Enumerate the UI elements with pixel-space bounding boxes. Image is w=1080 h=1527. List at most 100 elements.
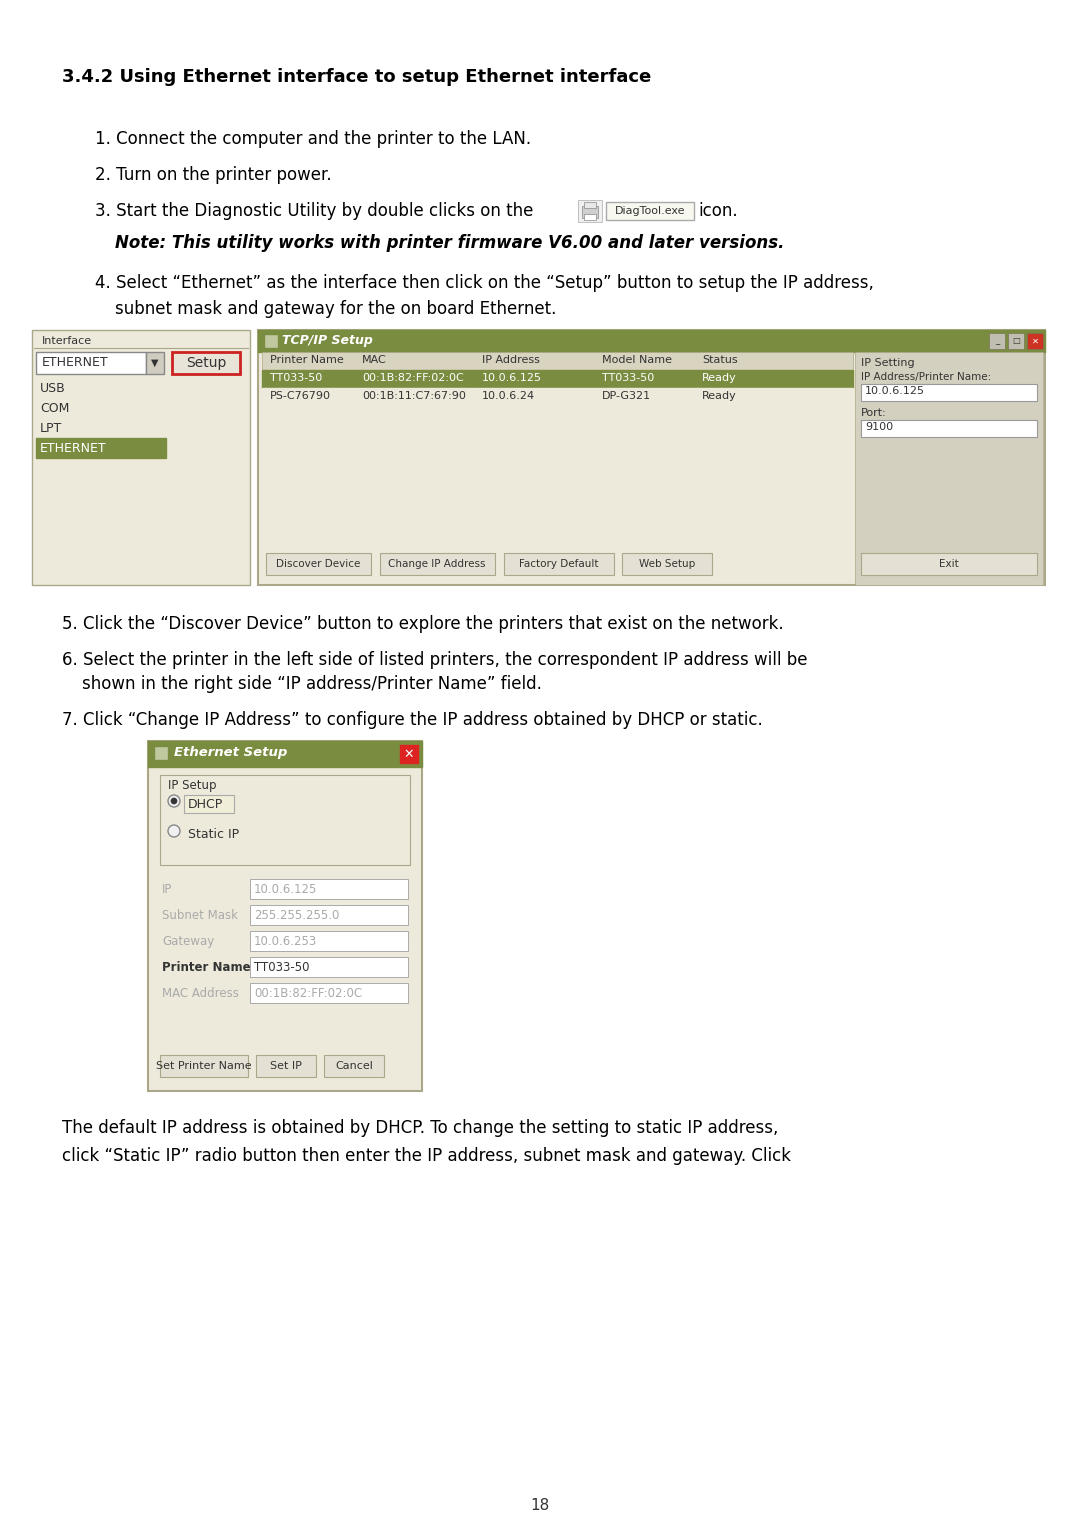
Bar [258,330,1045,585]
Text: 00:1B:11:C7:67:90: 00:1B:11:C7:67:90 [362,391,465,402]
Bar [262,388,853,406]
Circle shape [168,825,180,837]
Text: Exit: Exit [940,559,959,570]
Text: 4. Select “Ethernet” as the interface then click on the “Setup” button to setup : 4. Select “Ethernet” as the interface th… [95,273,874,292]
Bar [262,353,853,370]
Text: Port:: Port: [861,408,887,418]
Bar [861,553,1037,576]
Bar [266,553,372,576]
Text: COM: COM [40,402,69,415]
Text: 3.4.2 Using Ethernet interface to setup Ethernet interface: 3.4.2 Using Ethernet interface to setup … [62,69,651,86]
Text: ETHERNET: ETHERNET [42,356,109,370]
Text: Interface: Interface [42,336,92,347]
Text: 5. Click the “Discover Device” button to explore the printers that exist on the : 5. Click the “Discover Device” button to… [62,615,784,634]
Bar [249,880,408,899]
Text: Set IP: Set IP [270,1061,302,1070]
Text: 18: 18 [530,1498,550,1513]
Text: PS-C76790: PS-C76790 [270,391,330,402]
Text: DHCP: DHCP [188,799,224,811]
Bar [504,553,615,576]
Bar [249,906,408,925]
Text: 10.0.6.253: 10.0.6.253 [254,935,318,948]
Bar [160,1055,248,1077]
Text: □: □ [1012,336,1020,345]
Text: Setup: Setup [186,356,226,370]
Bar [148,741,422,767]
Text: Printer Name: Printer Name [162,960,251,974]
Text: 10.0.6.125: 10.0.6.125 [482,373,542,383]
Text: 7. Click “Change IP Address” to configure the IP address obtained by DHCP or sta: 7. Click “Change IP Address” to configur… [62,712,762,728]
Text: Change IP Address: Change IP Address [388,559,486,570]
Bar [264,334,278,348]
Bar [606,202,694,220]
Text: 6. Select the printer in the left side of listed printers, the correspondent IP : 6. Select the printer in the left side o… [62,651,808,669]
Bar [172,353,240,374]
Text: ▼: ▼ [151,357,159,368]
Bar [1008,333,1024,350]
Bar [148,741,422,1090]
Bar [861,383,1037,402]
Text: Cancel: Cancel [335,1061,373,1070]
Text: Factory Default: Factory Default [519,559,598,570]
Text: click “Static IP” radio button then enter the IP address, subnet mask and gatewa: click “Static IP” radio button then ente… [62,1147,791,1165]
Text: ETHERNET: ETHERNET [40,441,107,455]
Bar [146,353,164,374]
Text: DiagTool.exe: DiagTool.exe [615,206,685,215]
Text: IP: IP [162,883,173,896]
Text: Discover Device: Discover Device [275,559,361,570]
Bar [584,214,596,220]
Text: LPT: LPT [40,421,63,435]
Bar [989,333,1005,350]
Text: The default IP address is obtained by DHCP. To change the setting to static IP a: The default IP address is obtained by DH… [62,1119,779,1138]
Bar [32,330,249,585]
Text: TT033-50: TT033-50 [602,373,654,383]
Text: 10.0.6.125: 10.0.6.125 [254,883,318,896]
Text: TT033-50: TT033-50 [270,373,322,383]
Text: 10.0.6.125: 10.0.6.125 [865,386,924,395]
Bar [1027,333,1043,350]
Text: IP Setup: IP Setup [168,779,216,793]
Bar [36,438,166,458]
Bar [36,353,146,374]
Text: 1. Connect the computer and the printer to the LAN.: 1. Connect the computer and the printer … [95,130,531,148]
Bar [256,1055,316,1077]
Text: subnet mask and gateway for the on board Ethernet.: subnet mask and gateway for the on board… [114,299,556,318]
Bar [258,330,1045,353]
Text: shown in the right side “IP address/Printer Name” field.: shown in the right side “IP address/Prin… [82,675,542,693]
Bar [249,983,408,1003]
Text: 00:1B:82:FF:02:0C: 00:1B:82:FF:02:0C [254,986,362,1000]
Text: _: _ [995,336,999,345]
Bar [400,745,418,764]
Text: Ethernet Setup: Ethernet Setup [174,747,287,759]
Text: IP Setting: IP Setting [861,357,915,368]
Text: Printer Name: Printer Name [270,354,343,365]
Bar [380,553,495,576]
Text: ✕: ✕ [1031,336,1039,345]
Text: IP Address: IP Address [482,354,540,365]
Text: IP Address/Printer Name:: IP Address/Printer Name: [861,373,991,382]
Bar [160,776,410,864]
Bar [861,420,1037,437]
Text: Note: This utility works with printer firmware V6.00 and later versions.: Note: This utility works with printer fi… [114,234,784,252]
Bar [578,200,602,221]
Text: 00:1B:82:FF:02:0C: 00:1B:82:FF:02:0C [362,373,463,383]
Text: 10.0.6.24: 10.0.6.24 [482,391,535,402]
Text: 2. Turn on the printer power.: 2. Turn on the printer power. [95,166,332,183]
Text: Gateway: Gateway [162,935,214,948]
Text: Static IP: Static IP [188,828,239,841]
Bar [154,747,168,760]
Bar [324,1055,384,1077]
Bar [855,353,1043,585]
Text: Ready: Ready [702,391,737,402]
Text: Model Name: Model Name [602,354,672,365]
Bar [249,957,408,977]
Text: Set Printer Name: Set Printer Name [157,1061,252,1070]
Bar [262,370,853,388]
Circle shape [168,796,180,806]
Text: TCP/IP Setup: TCP/IP Setup [282,334,373,347]
Bar [582,206,598,218]
Text: MAC Address: MAC Address [162,986,239,1000]
Bar [622,553,712,576]
Text: 255.255.255.0: 255.255.255.0 [254,909,339,922]
Bar [249,931,408,951]
